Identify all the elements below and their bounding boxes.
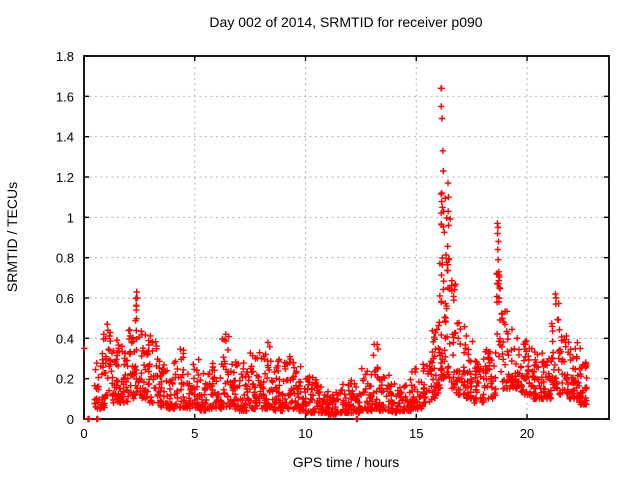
y-tick-label: 1.4 — [56, 130, 74, 145]
scatter-data-points — [81, 85, 590, 423]
y-tick-label: 0.6 — [56, 291, 74, 306]
y-tick-label: 1.6 — [56, 89, 74, 104]
x-tick-label: 15 — [409, 426, 423, 441]
y-tick-label: 0.4 — [56, 331, 74, 346]
y-tick-label: 1.8 — [56, 49, 74, 64]
y-tick-label: 0.8 — [56, 251, 74, 266]
y-tick-label: 0 — [67, 412, 74, 427]
x-axis-label: GPS time / hours — [293, 454, 400, 470]
x-tick-label: 5 — [191, 426, 198, 441]
x-tick-label: 10 — [298, 426, 312, 441]
chart-title: Day 002 of 2014, SRMTID for receiver p09… — [209, 14, 482, 30]
y-tick-label: 1 — [67, 210, 74, 225]
y-tick-label: 0.2 — [56, 372, 74, 387]
y-axis-label: SRMTID / TECUs — [4, 182, 20, 292]
x-tick-label: 0 — [80, 426, 87, 441]
grid-lines — [84, 56, 609, 419]
tick-labels: 0 5 10 15 20 0 0.2 0.4 0.6 0.8 1 1.2 1.4 1.6 1.8 — [56, 49, 534, 441]
x-tick-label: 20 — [520, 426, 534, 441]
y-tick-label: 1.2 — [56, 170, 74, 185]
plot-frame — [83, 55, 610, 420]
